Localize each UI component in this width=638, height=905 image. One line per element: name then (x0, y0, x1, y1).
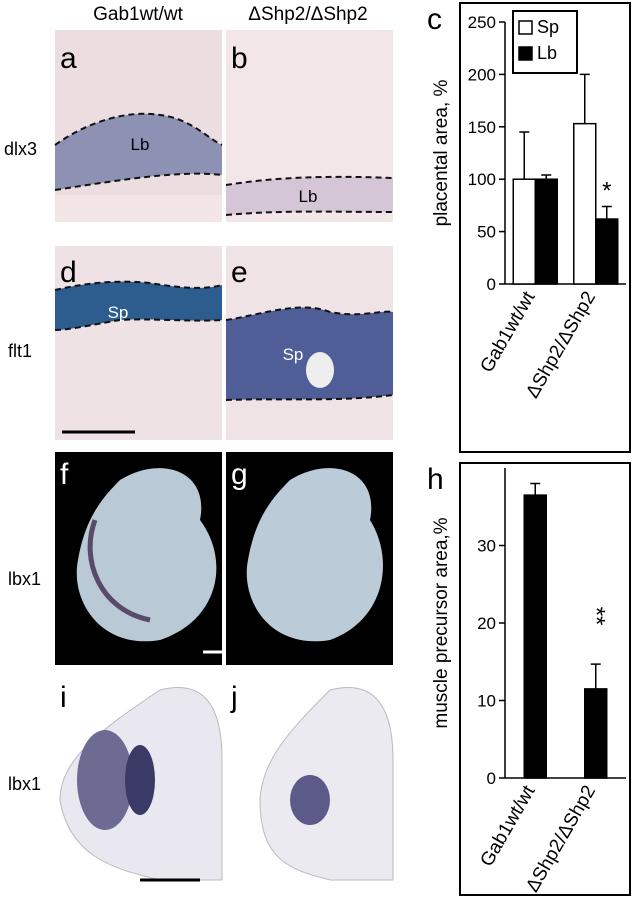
region-label: Lb (299, 187, 318, 206)
y-tick-label: 0 (487, 275, 496, 294)
y-tick-label: 200 (468, 65, 496, 84)
error-bar (530, 482, 541, 496)
bar (584, 688, 608, 779)
legend-label: Lb (537, 43, 557, 63)
column-header: ΔShp2/ΔShp2 (248, 4, 367, 25)
micrograph (54, 30, 223, 222)
bar (512, 178, 536, 285)
x-tick-label: Gab1wt/wt (477, 287, 540, 376)
photo (226, 452, 393, 665)
panel-label: j (230, 681, 238, 714)
y-tick-label: 20 (477, 614, 496, 633)
legend-label: Sp (537, 17, 559, 37)
legend-swatch (518, 46, 533, 61)
x-tick-label: Gab1wt/wt (477, 781, 540, 870)
y-tick-label: 50 (477, 223, 496, 242)
micrograph (55, 675, 223, 890)
significance-mark: * (602, 177, 611, 204)
panel-frame (459, 2, 631, 453)
error-bar (601, 205, 612, 220)
y-tick-label: 100 (468, 170, 496, 189)
micrograph (226, 675, 394, 890)
row-label: lbx1 (8, 774, 41, 794)
panel-label: b (231, 42, 248, 75)
y-tick-label: 250 (468, 13, 496, 32)
error-bar (541, 174, 552, 180)
row-label: dlx3 (4, 139, 37, 159)
y-axis-label: muscle precursor area,% (431, 517, 452, 728)
y-tick-label: 150 (468, 118, 496, 137)
panel-label: d (60, 256, 77, 289)
legend-swatch (518, 20, 533, 35)
significance-mark: ** (582, 607, 609, 626)
column-header: Gab1wt/wt (93, 4, 183, 25)
error-bar (519, 131, 530, 180)
bar (523, 494, 547, 779)
panel-label: a (60, 42, 77, 75)
region-label: Lb (131, 135, 150, 154)
error-bar (579, 73, 590, 124)
bar (595, 218, 619, 285)
error-bar (590, 663, 601, 689)
panel-frame (459, 462, 631, 896)
panel-label: h (427, 463, 444, 496)
panel-label: g (231, 458, 248, 491)
panel-label: i (60, 681, 67, 714)
region-label: Sp (283, 345, 304, 364)
photo (55, 452, 222, 665)
row-label: flt1 (8, 341, 32, 361)
y-tick-label: 0 (487, 769, 496, 788)
micrograph (225, 246, 394, 440)
bar (573, 122, 597, 285)
y-tick-label: 30 (477, 537, 496, 556)
region-label: Sp (108, 303, 129, 322)
micrograph (54, 246, 223, 440)
panel-label: f (60, 458, 69, 491)
micrograph (225, 30, 394, 222)
bar (534, 178, 558, 285)
y-axis-label: placental area, % (431, 79, 452, 226)
panel-label: e (231, 256, 248, 289)
panel-label: c (427, 3, 442, 36)
row-label: lbx1 (8, 569, 41, 589)
y-tick-label: 10 (477, 692, 496, 711)
